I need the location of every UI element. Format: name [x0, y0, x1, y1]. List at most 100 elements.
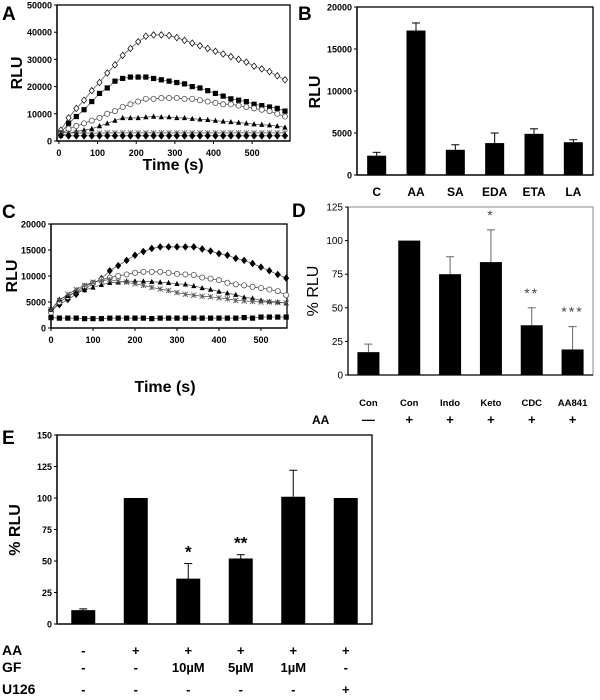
panel-letter: A — [2, 4, 16, 25]
data-point-triangle-filled — [274, 123, 280, 129]
x-tick-label: 200 — [129, 148, 144, 158]
condition-value: - — [81, 682, 85, 697]
y-tick-label: 100 — [326, 236, 343, 247]
data-point-triangle-filled — [158, 114, 164, 120]
data-point-square-filled — [283, 314, 289, 320]
data-point-circle-open — [241, 282, 248, 289]
category-label: Con — [400, 398, 419, 409]
data-point-diamond-filled — [57, 131, 64, 140]
condition-value: 10µM — [172, 660, 205, 675]
category-label: EDA — [482, 185, 508, 199]
y-tick-label: 0 — [47, 137, 52, 147]
bar — [123, 498, 148, 624]
y-tick-label: 40000 — [27, 28, 52, 38]
data-point-star — [73, 286, 80, 293]
data-point-square-filled — [120, 75, 126, 82]
data-point-square-filled — [233, 315, 239, 321]
data-point-square-filled — [127, 74, 134, 80]
y-tick-label: 20000 — [327, 3, 352, 13]
data-point-circle-open — [73, 123, 80, 130]
data-point-triangle-filled — [251, 121, 257, 127]
data-point-square-filled — [249, 315, 256, 321]
panel-a: A RLU Time (s) 0100002000030000400005000… — [2, 1, 291, 174]
data-point-diamond-filled — [157, 243, 164, 251]
bar — [71, 610, 96, 624]
x-tick-label: 500 — [253, 335, 268, 345]
data-point-triangle-filled — [249, 295, 256, 301]
data-point-diamond-filled — [190, 243, 197, 251]
data-point-triangle-filled — [89, 125, 95, 131]
condition-value: - — [81, 643, 85, 658]
data-point-triangle-filled — [166, 114, 172, 120]
data-point-circle-open — [274, 288, 281, 295]
data-point-square-filled — [199, 315, 205, 321]
data-point-triangle-filled — [282, 124, 288, 130]
data-point-triangle-filled — [212, 117, 219, 123]
condition-value: + — [342, 682, 350, 697]
data-point-triangle-filled — [228, 118, 234, 125]
bar — [561, 349, 584, 375]
data-point-circle-open — [96, 114, 103, 121]
series-square-filled — [48, 314, 289, 322]
data-point-triangle-filled — [98, 281, 104, 288]
bar — [333, 498, 358, 624]
y-tick-label: 50000 — [27, 1, 52, 11]
data-point-diamond-filled — [243, 132, 250, 140]
data-point-diamond-filled — [249, 259, 256, 268]
data-point-circle-open — [220, 101, 227, 108]
data-point-star — [258, 299, 264, 305]
condition-label: AA — [312, 413, 330, 427]
bar — [398, 240, 421, 375]
data-point-diamond-filled — [123, 256, 130, 265]
data-point-triangle-filled — [236, 119, 242, 125]
y-axis-label: RLU — [4, 260, 21, 293]
condition-value: - — [186, 682, 190, 697]
data-point-square-filled — [81, 107, 87, 113]
condition-label: GF — [2, 659, 22, 675]
data-point-circle-open — [135, 98, 142, 105]
data-point-triangle-filled — [243, 120, 249, 126]
x-tick-label: 500 — [245, 148, 260, 158]
data-point-diamond-filled — [173, 132, 180, 140]
data-point-square-filled — [274, 105, 280, 111]
data-point-square-filled — [98, 316, 104, 322]
data-point-circle-open — [88, 117, 95, 124]
data-point-diamond-open — [111, 61, 119, 69]
data-point-diamond-filled — [111, 132, 119, 140]
data-point-square-filled — [197, 85, 203, 91]
condition-value: - — [81, 660, 85, 675]
y-tick-label: 75 — [42, 525, 52, 535]
data-point-square-filled — [81, 316, 88, 322]
series-line — [60, 34, 286, 131]
category-label: Indo — [440, 398, 460, 409]
bar — [479, 262, 502, 375]
data-point-diamond-filled — [207, 247, 214, 255]
data-point-circle-open — [150, 95, 157, 102]
condition-value: + — [487, 412, 495, 427]
data-point-diamond-open — [274, 71, 281, 80]
data-point-circle-open — [148, 268, 155, 275]
data-point-diamond-filled — [199, 245, 206, 253]
data-point-circle-open — [173, 95, 180, 102]
series-line — [60, 76, 286, 134]
data-point-diamond-filled — [281, 132, 289, 140]
data-point-diamond-open — [119, 51, 126, 60]
data-point-diamond-filled — [182, 243, 189, 251]
series-square-filled — [58, 74, 288, 136]
data-point-diamond-filled — [80, 132, 88, 140]
data-point-circle-open — [215, 277, 222, 284]
data-point-triangle-filled — [120, 114, 126, 121]
data-point-square-filled — [140, 315, 146, 321]
bar — [357, 352, 380, 375]
data-point-circle-open — [142, 95, 149, 102]
data-point-star — [106, 276, 113, 283]
data-point-diamond-filled — [220, 132, 227, 140]
y-tick-label: 20000 — [27, 82, 52, 92]
data-point-circle-open — [127, 101, 134, 108]
data-point-diamond-filled — [115, 261, 122, 270]
data-point-triangle-filled — [205, 116, 211, 122]
data-point-triangle-filled — [96, 123, 103, 129]
data-point-square-filled — [115, 315, 121, 321]
data-point-diamond-filled — [88, 132, 95, 140]
data-point-diamond-filled — [266, 267, 273, 275]
